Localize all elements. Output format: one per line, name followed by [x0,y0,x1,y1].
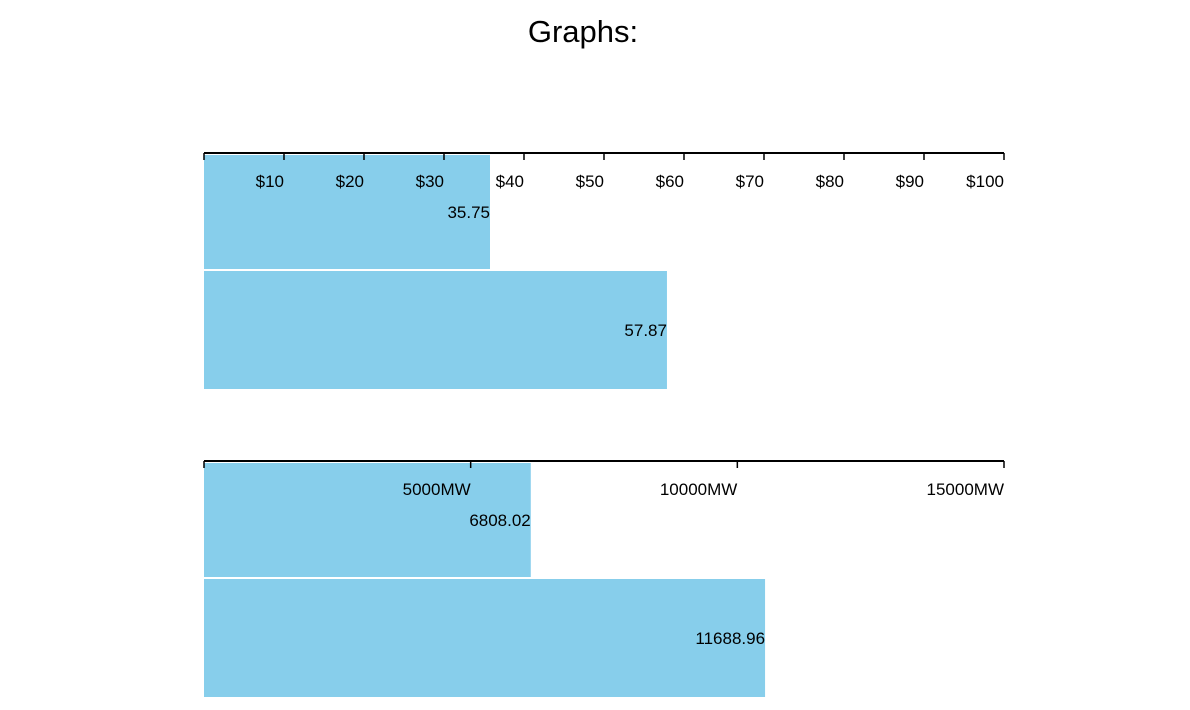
chart-1-tick-label-5: $50 [576,172,604,191]
chart-1-tick-label-8: $80 [816,172,844,191]
chart-1-tick-label-6: $60 [656,172,684,191]
chart-1-tick-label-9: $90 [896,172,924,191]
chart-2-bar-2 [204,579,766,697]
chart-2-tick-label-2: 10000MW [660,480,737,499]
chart-2-bar-label-2: 11688.96 [695,629,765,648]
chart-1-bar-label-2: 57.87 [624,321,667,340]
chart-2-tick-label-3: 15000MW [927,480,1004,499]
chart-1-tick-label-3: $30 [416,172,444,191]
chart-1-tick-label-10: $100 [966,172,1004,191]
chart-1-bar-label-1: 35.75 [447,203,490,222]
page-title: Graphs: [527,14,639,49]
chart-1-bar-1 [204,155,490,269]
chart-2-bar-1 [204,463,531,577]
chart-1-tick-label-7: $70 [736,172,764,191]
chart-1-tick-label-4: $40 [496,172,524,191]
chart-2-bar-label-1: 6808.02 [469,511,530,530]
chart-2-tick-label-1: 5000MW [403,480,471,499]
chart-1-tick-label-1: $10 [256,172,284,191]
chart-1-bar-2 [204,271,667,389]
chart-1-tick-label-2: $20 [336,172,364,191]
